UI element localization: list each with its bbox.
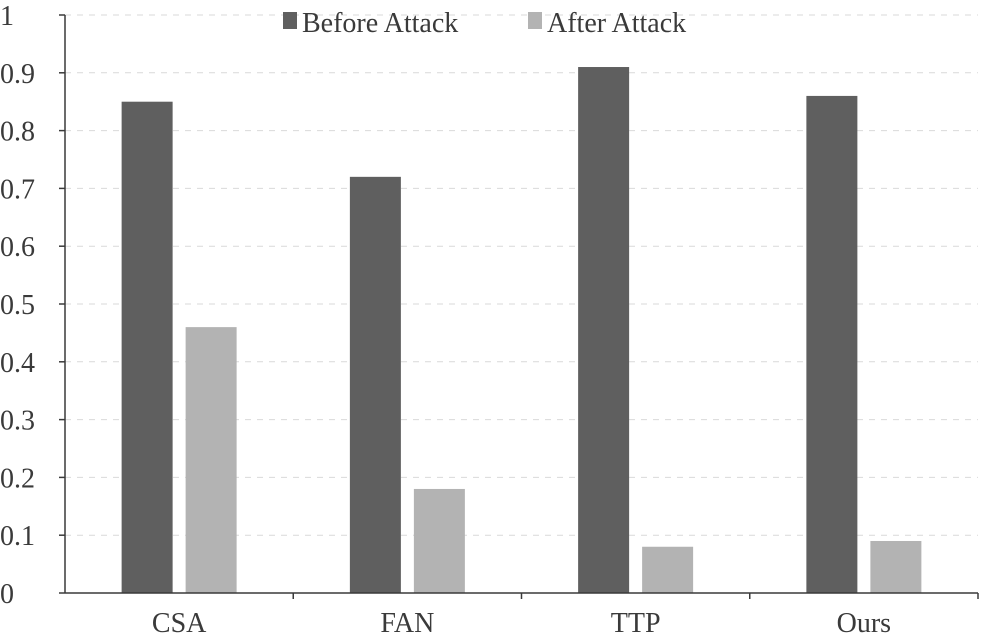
bar-csa-before-attack	[121, 101, 173, 593]
legend-label-after-attack: After Attack	[547, 8, 686, 39]
legend: Before Attack After Attack	[283, 8, 686, 39]
y-tick-label: 0.8	[0, 117, 35, 148]
y-axis-ticks: 0 0.1 0.2 0.3 0.4 0.5 0.6 0.7 0.8 0.9 1	[0, 1, 65, 610]
y-tick-label: 0.1	[0, 521, 35, 552]
bar-ours-before-attack	[806, 95, 858, 594]
bar-ours-after-attack	[870, 540, 922, 593]
legend-label-before-attack: Before Attack	[302, 8, 458, 39]
y-tick-label: 0.7	[0, 174, 35, 205]
bar-fan-after-attack	[413, 488, 465, 593]
y-tick-label: 1	[0, 1, 14, 32]
x-axis-labels: CSA FAN TTP Ours	[152, 608, 891, 636]
legend-swatch-before-attack	[283, 12, 297, 29]
bar-fan-before-attack	[349, 176, 401, 593]
y-tick-label: 0	[0, 579, 14, 610]
bar-ttp-after-attack	[642, 546, 694, 593]
x-category-label: CSA	[152, 608, 207, 636]
x-category-label: Ours	[837, 608, 891, 636]
y-tick-label: 0.9	[0, 59, 35, 90]
y-tick-label: 0.3	[0, 406, 35, 437]
y-tick-label: 0.5	[0, 290, 35, 321]
x-category-label: FAN	[380, 608, 434, 636]
bars	[121, 67, 979, 599]
y-tick-label: 0.4	[0, 348, 35, 379]
x-category-label: TTP	[611, 608, 661, 636]
y-tick-label: 0.6	[0, 232, 35, 263]
bar-ttp-before-attack	[578, 67, 630, 593]
bar-csa-after-attack	[185, 327, 237, 593]
y-tick-label: 0.2	[0, 463, 35, 494]
legend-swatch-after-attack	[528, 12, 542, 29]
